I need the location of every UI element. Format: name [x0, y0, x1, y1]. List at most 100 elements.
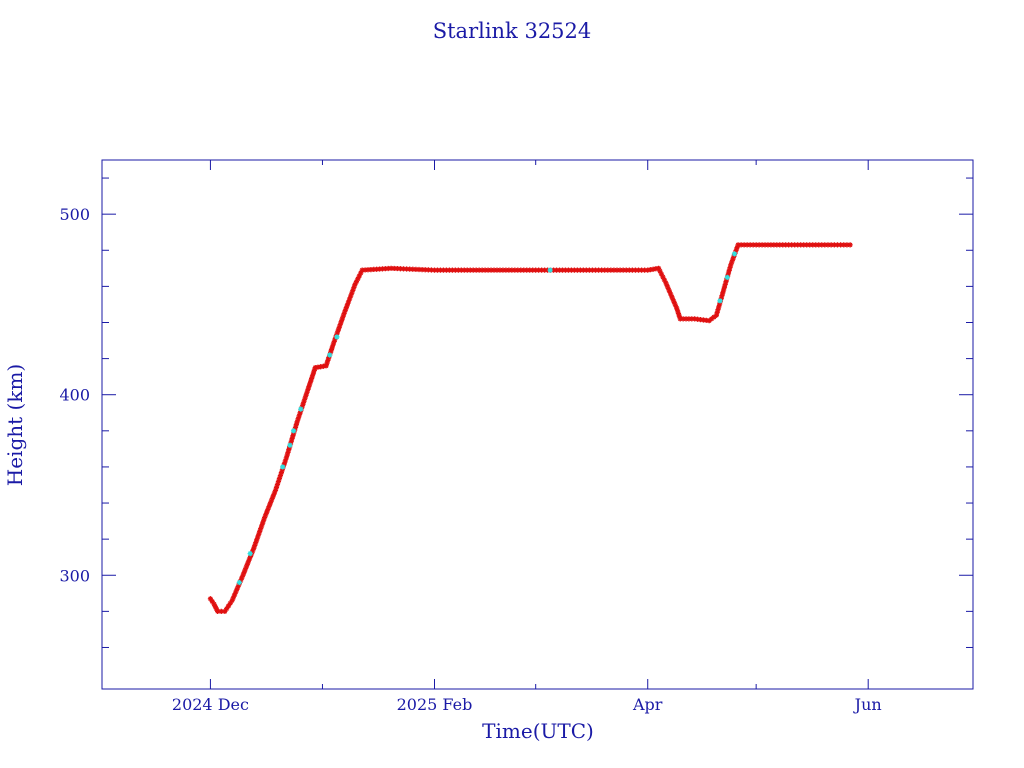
data-point-112	[336, 324, 342, 331]
data-points	[207, 242, 853, 614]
y-axis-ticks	[102, 177, 973, 648]
data-point-290	[744, 242, 750, 248]
data-point-182	[509, 267, 515, 273]
data-point-110	[334, 330, 340, 336]
data-point-245	[674, 305, 680, 311]
data-point-111	[335, 327, 341, 333]
data-point-312	[810, 242, 816, 248]
data-point-295	[759, 242, 765, 248]
data-point-159	[440, 267, 447, 273]
data-point-163	[452, 267, 458, 273]
secondary-point-7	[334, 334, 340, 340]
data-point-259	[706, 318, 712, 324]
data-point-286	[734, 245, 740, 251]
data-point-16	[235, 583, 241, 590]
data-point-87	[306, 383, 312, 390]
data-point-103	[327, 349, 334, 355]
data-point-116	[340, 313, 346, 319]
secondary-point-0	[236, 579, 242, 586]
data-point-90	[309, 375, 315, 382]
data-point-198	[556, 267, 563, 273]
data-point-123	[348, 293, 354, 299]
data-point-305	[789, 242, 795, 248]
data-point-2	[211, 601, 217, 607]
data-point-149	[410, 266, 416, 272]
data-point-264	[715, 307, 721, 313]
data-point-29	[250, 548, 256, 554]
data-point-165	[458, 267, 464, 273]
data-point-57	[278, 470, 284, 476]
data-point-150	[413, 266, 419, 272]
data-point-278	[726, 267, 732, 273]
data-point-105	[329, 344, 335, 350]
secondary-point-3	[287, 442, 293, 448]
data-point-202	[568, 267, 575, 273]
data-point-200	[562, 267, 569, 273]
data-point-33	[254, 537, 260, 543]
data-point-211	[595, 267, 602, 273]
data-point-240	[668, 291, 674, 297]
data-point-230	[653, 266, 659, 272]
data-point-185	[518, 267, 524, 273]
data-point-128	[353, 279, 360, 285]
data-point-279	[727, 264, 733, 271]
data-point-22	[242, 567, 248, 573]
data-point-315	[819, 242, 825, 248]
data-point-38	[259, 523, 265, 529]
data-point-175	[488, 267, 494, 273]
data-point-60	[281, 461, 287, 467]
data-point-134	[365, 267, 371, 273]
data-point-304	[786, 242, 792, 248]
data-point-139	[379, 266, 386, 272]
data-point-92	[310, 370, 317, 376]
data-point-252	[686, 316, 692, 322]
data-point-321	[838, 242, 844, 248]
data-point-191	[536, 267, 542, 273]
data-point-70	[290, 433, 296, 439]
data-point-124	[349, 290, 355, 296]
data-point-91	[309, 373, 316, 379]
data-point-154	[425, 267, 431, 273]
data-point-64	[285, 449, 291, 455]
data-point-218	[617, 267, 623, 273]
data-point-157	[434, 267, 441, 273]
data-point-58	[279, 467, 285, 473]
data-point-207	[583, 267, 589, 273]
data-point-231	[655, 265, 662, 271]
data-point-319	[831, 242, 837, 248]
data-point-130	[356, 273, 362, 279]
data-point-177	[494, 267, 500, 273]
data-point-225	[638, 267, 645, 273]
data-point-13	[231, 592, 238, 598]
data-point-216	[611, 267, 617, 273]
data-point-204	[574, 267, 580, 273]
data-point-269	[719, 293, 725, 299]
data-point-298	[768, 242, 774, 248]
data-point-47	[268, 498, 274, 504]
data-point-212	[599, 267, 605, 273]
data-point-115	[339, 316, 345, 322]
data-point-25	[245, 559, 251, 565]
data-point-263	[714, 309, 720, 316]
data-point-0	[207, 596, 214, 602]
data-point-303	[783, 242, 789, 248]
data-point-249	[677, 316, 683, 322]
data-point-144	[394, 265, 400, 272]
data-point-190	[533, 267, 539, 273]
data-point-27	[247, 553, 254, 559]
data-point-147	[404, 266, 410, 272]
data-point-247	[675, 310, 682, 317]
data-point-12	[230, 595, 236, 601]
data-point-221	[626, 267, 632, 273]
data-point-261	[711, 314, 717, 320]
data-point-148	[407, 266, 413, 272]
data-point-229	[650, 266, 656, 272]
data-point-69	[289, 435, 295, 442]
data-point-236	[663, 280, 669, 286]
secondary-point-11	[731, 251, 738, 257]
data-point-301	[777, 242, 783, 248]
data-point-203	[571, 267, 577, 273]
data-point-45	[266, 504, 272, 510]
data-point-293	[753, 242, 759, 248]
data-point-65	[286, 446, 292, 453]
